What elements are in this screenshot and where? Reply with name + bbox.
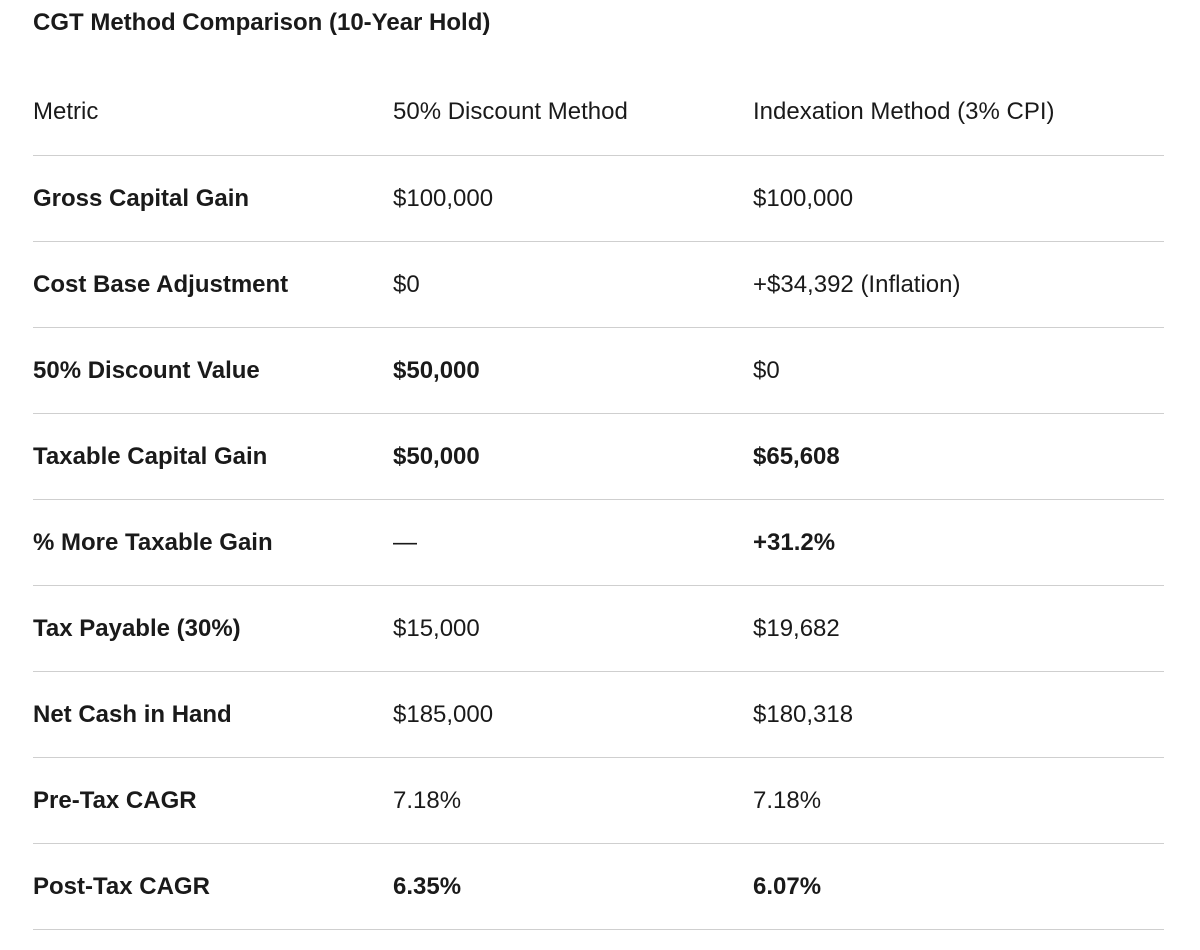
row-metric-label: Net Cash in Hand bbox=[33, 700, 232, 728]
table-row: Cost Base Adjustment $0 +$34,392 (Inflat… bbox=[33, 242, 1164, 328]
column-header-indexation-method: Indexation Method (3% CPI) bbox=[753, 97, 1055, 125]
discount-value: — bbox=[393, 528, 417, 556]
table-row: Taxable Capital Gain $50,000 $65,608 bbox=[33, 414, 1164, 500]
indexation-value: +$34,392 (Inflation) bbox=[753, 270, 961, 298]
table-row: % More Taxable Gain — +31.2% bbox=[33, 500, 1164, 586]
row-metric-label: 50% Discount Value bbox=[33, 356, 260, 384]
table-title: CGT Method Comparison (10-Year Hold) bbox=[33, 9, 491, 36]
discount-value: 7.18% bbox=[393, 786, 462, 814]
discount-value: $100,000 bbox=[393, 184, 494, 212]
row-metric-label: Post-Tax CAGR bbox=[33, 872, 210, 900]
table-row: 50% Discount Value $50,000 $0 bbox=[33, 328, 1164, 414]
indexation-value: $19,682 bbox=[753, 614, 840, 642]
indexation-value: 6.07% bbox=[753, 872, 822, 900]
column-header-discount-method: 50% Discount Method bbox=[393, 97, 628, 125]
indexation-value: +31.2% bbox=[753, 528, 836, 556]
table-row: Net Cash in Hand $185,000 $180,318 bbox=[33, 672, 1164, 758]
indexation-value: 7.18% bbox=[753, 786, 822, 814]
indexation-value: $180,318 bbox=[753, 700, 854, 728]
table-row: Post-Tax CAGR 6.35% 6.07% bbox=[33, 844, 1164, 930]
row-metric-label: Tax Payable (30%) bbox=[33, 614, 241, 642]
table-row: Tax Payable (30%) $15,000 $19,682 bbox=[33, 586, 1164, 672]
discount-value: $185,000 bbox=[393, 700, 494, 728]
row-metric-label: Taxable Capital Gain bbox=[33, 442, 268, 470]
row-metric-label: Cost Base Adjustment bbox=[33, 270, 289, 298]
row-metric-label: Pre-Tax CAGR bbox=[33, 786, 197, 814]
row-metric-label: Gross Capital Gain bbox=[33, 184, 250, 212]
discount-value: $50,000 bbox=[393, 442, 480, 470]
discount-value: $0 bbox=[393, 270, 420, 298]
column-header-metric: Metric bbox=[33, 97, 99, 125]
comparison-table: Metric 50% Discount Method Indexation Me… bbox=[33, 68, 1164, 930]
discount-value: 6.35% bbox=[393, 872, 462, 900]
discount-value: $15,000 bbox=[393, 614, 480, 642]
row-metric-label: % More Taxable Gain bbox=[33, 528, 273, 556]
table-row: Gross Capital Gain $100,000 $100,000 bbox=[33, 156, 1164, 242]
indexation-value: $100,000 bbox=[753, 184, 854, 212]
discount-value: $50,000 bbox=[393, 356, 480, 384]
table-header-row: Metric 50% Discount Method Indexation Me… bbox=[33, 68, 1164, 156]
indexation-value: $0 bbox=[753, 356, 780, 384]
indexation-value: $65,608 bbox=[753, 442, 840, 470]
table-row: Pre-Tax CAGR 7.18% 7.18% bbox=[33, 758, 1164, 844]
